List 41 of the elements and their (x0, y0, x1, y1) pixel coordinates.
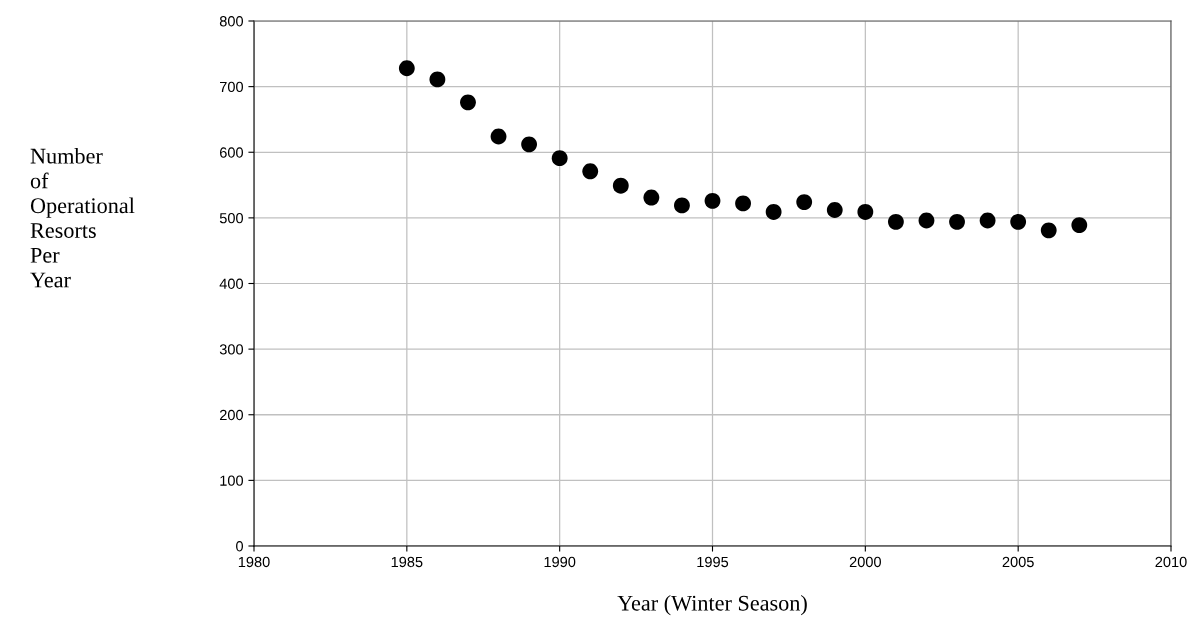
point (949, 213, 965, 230)
point (765, 204, 782, 220)
point (398, 60, 415, 77)
point (582, 163, 599, 180)
y-tick-label: 400 (219, 278, 244, 289)
point (796, 194, 813, 211)
point (460, 94, 476, 111)
x-tick-label: 1995 (697, 556, 729, 568)
point (826, 202, 843, 218)
point (857, 204, 874, 220)
x-tick-label: 2000 (849, 556, 881, 568)
x-tick-label: 2010 (1155, 556, 1187, 568)
point (979, 212, 996, 229)
x-tick-label: 1990 (544, 556, 576, 568)
x-tick-label: 2005 (1002, 556, 1034, 568)
point (887, 213, 904, 230)
x-axis-title: Year (Winter Season) (617, 595, 807, 616)
y-tick-label: 300 (219, 344, 244, 355)
point (704, 192, 721, 209)
y-tick-label: 100 (220, 475, 244, 486)
point (643, 189, 660, 206)
y-tick-label: 200 (219, 409, 244, 421)
y-tick-label: 700 (220, 81, 244, 93)
point (551, 150, 568, 167)
y-tick-label: 500 (219, 212, 244, 224)
point (674, 197, 690, 214)
point (918, 212, 935, 229)
x-tick-label: 1980 (238, 556, 270, 568)
point (521, 136, 538, 153)
point (1010, 213, 1027, 230)
x-tick-label: 1985 (391, 556, 423, 568)
point (429, 71, 446, 88)
y-tick-label: 600 (219, 147, 244, 158)
point (735, 195, 751, 212)
point (1040, 222, 1057, 239)
point (1071, 217, 1088, 234)
point (490, 128, 507, 145)
y-axis-title: Number of Operational Resorts Per Year (30, 147, 135, 288)
point (612, 177, 629, 194)
y-tick-label: 0 (236, 541, 244, 552)
y-tick-label: 800 (219, 16, 244, 27)
